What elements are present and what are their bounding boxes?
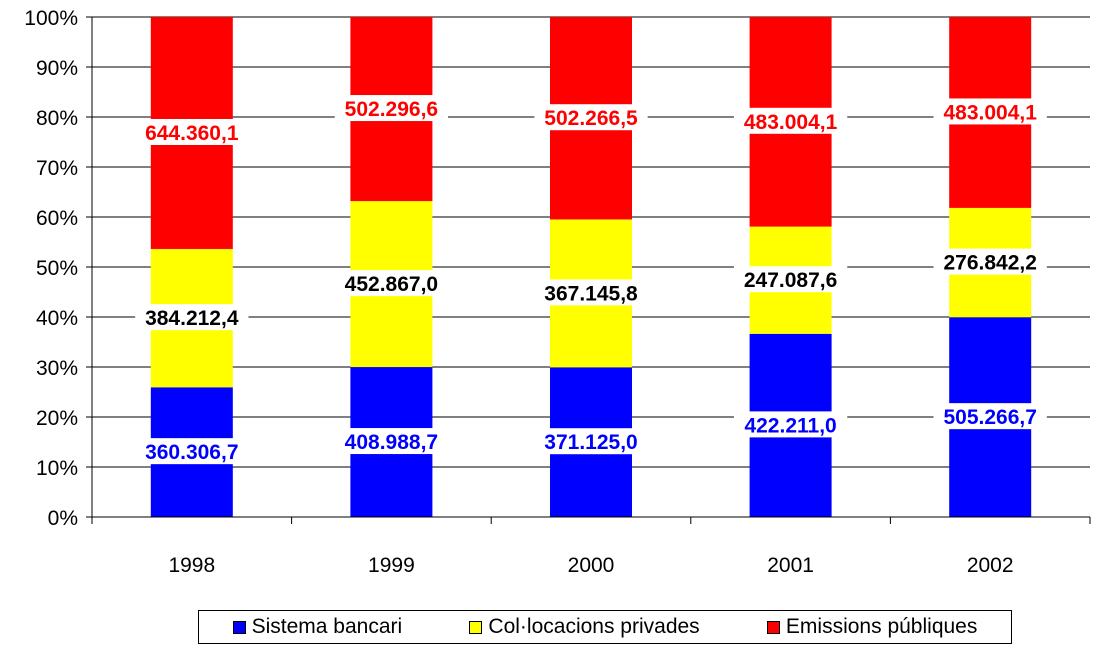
data-label-background	[135, 304, 249, 331]
data-label: 483.004,1	[943, 101, 1037, 124]
data-label: 452.867,0	[345, 273, 438, 296]
data-labels: 360.306,7 384.212,4 644.360,1 408.988,7 452.…	[135, 95, 1047, 465]
data-label-background	[733, 266, 848, 293]
data-label-background	[933, 248, 1047, 275]
x-tick-label: 2002	[967, 554, 1014, 577]
y-tick-label: 40%	[36, 307, 78, 330]
y-tick-label: 20%	[36, 407, 78, 430]
data-label: 384.212,4	[145, 307, 239, 330]
y-tick-label: 90%	[36, 57, 78, 80]
legend-swatch-blue	[232, 620, 246, 634]
data-label: 483.004,1	[744, 111, 838, 134]
data-label-background	[933, 403, 1047, 430]
legend: Sistema bancari Col·locacions privades E…	[198, 610, 1012, 644]
legend-item-emissions-publiques: Emissions públiques	[766, 615, 978, 639]
x-tick-label: 1999	[368, 554, 415, 577]
data-label-background	[334, 95, 449, 122]
data-label-background	[534, 104, 648, 131]
data-label-background	[733, 107, 848, 134]
data-label: 644.360,1	[145, 122, 239, 145]
y-tick-label: 30%	[36, 357, 78, 380]
data-label-background	[534, 428, 648, 455]
data-label: 367.145,8	[544, 282, 638, 305]
y-tick-label: 10%	[36, 457, 78, 480]
data-label: 505.266,7	[943, 406, 1036, 429]
data-label: 408.988,7	[345, 431, 438, 454]
y-tick-label: 50%	[36, 257, 78, 280]
x-tick-label: 2000	[568, 554, 615, 577]
y-tick-label: 70%	[36, 157, 78, 180]
legend-label: Emissions públiques	[785, 615, 978, 638]
x-tick-label: 2001	[767, 554, 814, 577]
data-label-background	[334, 428, 449, 455]
legend-item-sistema-bancari: Sistema bancari	[232, 615, 403, 639]
data-label-background	[933, 98, 1047, 125]
legend-label: Sistema bancari	[251, 615, 403, 638]
data-label-background	[733, 411, 848, 438]
stacked-percent-bar-chart: 0% 10% 20% 30% 40% 50% 60% 70% 80% 90% 100% 1998 199…	[24, 7, 1091, 577]
data-label-background	[135, 118, 249, 145]
x-tick-label: 1998	[168, 554, 215, 577]
legend-label: Col·locacions privades	[488, 615, 700, 638]
legend-swatch-red	[766, 620, 780, 634]
legend-swatch-yellow	[469, 620, 483, 634]
data-label: 247.087,6	[744, 269, 837, 292]
axes	[86, 16, 1091, 524]
data-label: 502.266,5	[544, 107, 638, 130]
y-tick-label: 80%	[36, 107, 78, 130]
legend-item-collocacions-privades: Col·locacions privades	[469, 615, 700, 639]
data-label-background	[135, 438, 249, 465]
data-label: 360.306,7	[145, 441, 238, 464]
y-tick-label: 100%	[24, 7, 78, 30]
data-label: 276.842,2	[943, 252, 1036, 275]
data-label: 502.296,6	[345, 98, 438, 121]
y-tick-label: 0%	[48, 507, 78, 530]
y-tick-label: 60%	[36, 207, 78, 230]
data-label-background	[534, 279, 648, 306]
data-label-background	[334, 270, 449, 297]
data-label: 422.211,0	[744, 414, 836, 437]
tick-labels: 0% 10% 20% 30% 40% 50% 60% 70% 80% 90% 100% 1998 199…	[24, 7, 1013, 577]
data-label: 371.125,0	[544, 431, 637, 454]
